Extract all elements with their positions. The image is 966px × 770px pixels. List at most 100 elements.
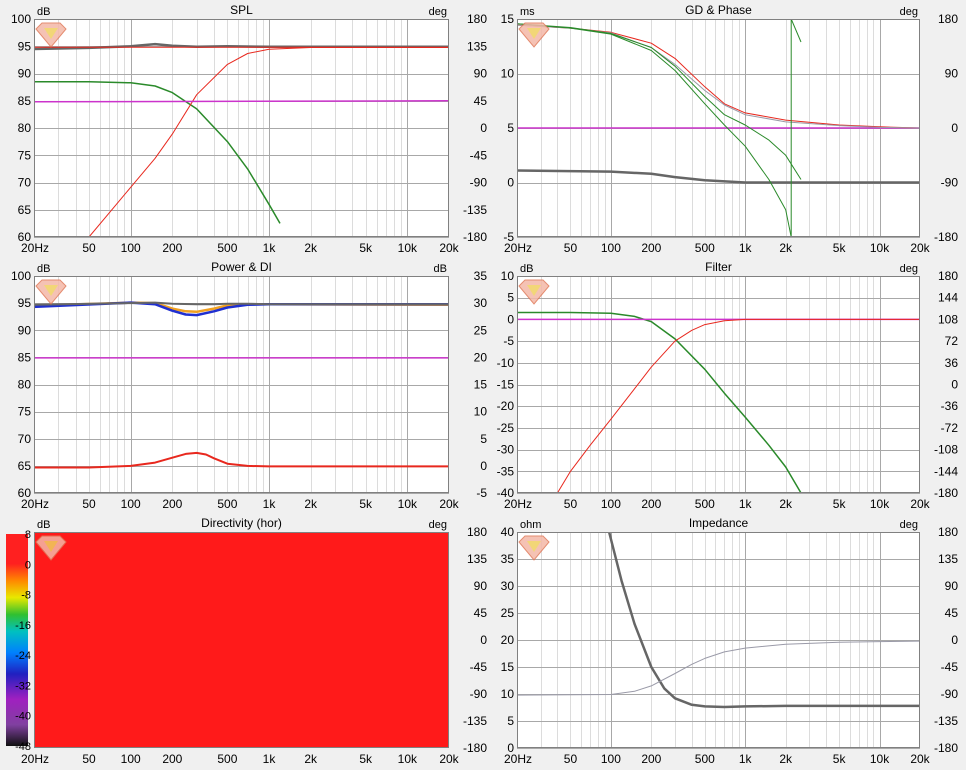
- left-axis-unit: dB: [37, 263, 50, 275]
- right-tick-label: -135: [934, 714, 958, 728]
- x-tick-label: 1k: [739, 752, 753, 766]
- x-tick-label: 20Hz: [21, 497, 49, 511]
- right-tick-label: 90: [474, 67, 488, 81]
- left-tick-label: 75: [18, 148, 32, 162]
- right-tick-label: -180: [934, 486, 958, 500]
- left-tick-label: 90: [18, 323, 32, 337]
- x-tick-label: 20k: [910, 241, 930, 255]
- left-axis-unit: ohm: [520, 519, 541, 531]
- major-grid-v: [611, 276, 881, 493]
- x-tick-label: 20Hz: [21, 241, 49, 255]
- x-tick-label: 5k: [359, 241, 373, 255]
- right-tick-label: 0: [480, 459, 487, 473]
- right-tick-label: 90: [474, 579, 488, 593]
- right-tick-label: 45: [945, 606, 959, 620]
- major-grid-v: [131, 276, 408, 493]
- x-tick-label: 500: [695, 241, 715, 255]
- logo-watermark: [518, 279, 550, 305]
- left-tick-label: 60: [18, 486, 32, 500]
- plot-area: [34, 276, 449, 493]
- right-tick-label: 20: [474, 350, 488, 364]
- x-tick-label: 1k: [263, 497, 277, 511]
- plot-border: [517, 276, 920, 493]
- series-line-2: [34, 301, 449, 306]
- x-tick-label: 100: [601, 241, 621, 255]
- x-tick-label: 200: [641, 241, 661, 255]
- left-tick-label: 70: [18, 176, 32, 190]
- x-tick-label: 1k: [739, 241, 753, 255]
- left-tick-label: 35: [501, 552, 515, 566]
- right-tick-label: 108: [938, 312, 958, 326]
- chart-title: Impedance: [689, 516, 749, 530]
- plot-border: [517, 532, 920, 748]
- right-tick-label: -144: [934, 464, 958, 478]
- left-tick-label: 60: [18, 230, 32, 244]
- chart-directivity: -48 -40 -32 -24 -16 -8 0 8 Directivity (hor) dB de…: [6, 516, 487, 766]
- logo-gem-inner: [44, 285, 58, 296]
- left-axis-unit: dB: [37, 519, 50, 531]
- x-tick-label: 100: [601, 752, 621, 766]
- major-grid-v: [611, 532, 881, 748]
- x-tick-label: 50: [564, 752, 578, 766]
- logo-gem-inner: [44, 28, 58, 39]
- left-tick-label: -20: [497, 399, 515, 413]
- left-tick-label: 5: [507, 121, 514, 135]
- chart-gd: GD & Phase ms deg -5 0 5 10 15 -180 -90 0 90 180 20Hz…: [501, 3, 959, 255]
- right-tick-label: 135: [467, 39, 487, 53]
- left-tick-label: 40: [501, 525, 515, 539]
- right-tick-label: -90: [941, 176, 959, 190]
- x-tick-label: 2k: [779, 497, 793, 511]
- left-tick-label: -10: [497, 356, 515, 370]
- left-tick-label: 25: [501, 606, 515, 620]
- right-tick-label: 0: [951, 121, 958, 135]
- x-tick-label: 10k: [870, 241, 890, 255]
- right-tick-label: 0: [951, 378, 958, 392]
- left-axis-unit: dB: [37, 6, 50, 18]
- series-group: [517, 311, 920, 493]
- right-tick-label: -180: [463, 230, 487, 244]
- x-tick-label: 200: [641, 497, 661, 511]
- right-tick-label: -135: [463, 714, 487, 728]
- right-tick-label: 0: [480, 121, 487, 135]
- left-axis-unit: dB: [520, 263, 533, 275]
- left-tick-label: -5: [503, 230, 514, 244]
- right-tick-label: -135: [463, 203, 487, 217]
- x-tick-label: 2k: [779, 241, 793, 255]
- right-axis-unit: deg: [900, 6, 918, 18]
- chart-filter: Filter dB deg -40 -35 -30 -25 -20 -15 -10 -5 0 5 10 -1…: [497, 260, 959, 511]
- logo-watermark: [35, 279, 67, 305]
- x-tick-label: 2k: [779, 752, 793, 766]
- series-group: [34, 301, 449, 469]
- x-tick-label: 500: [695, 752, 715, 766]
- left-tick-label: 95: [18, 39, 32, 53]
- right-tick-label: 25: [474, 323, 488, 337]
- left-tick-label: 65: [18, 459, 32, 473]
- right-tick-label: 72: [945, 334, 959, 348]
- left-tick-label: 80: [18, 378, 32, 392]
- colorbar-tick-label: -48: [15, 741, 31, 753]
- left-tick-label: 20: [501, 633, 515, 647]
- left-tick-label: 85: [18, 94, 32, 108]
- colorbar-tick-label: -32: [15, 680, 31, 692]
- x-tick-label: 500: [695, 497, 715, 511]
- right-tick-label: -180: [463, 741, 487, 755]
- x-tick-label: 10k: [398, 241, 418, 255]
- right-tick-label: 30: [474, 296, 488, 310]
- left-tick-label: -35: [497, 464, 515, 478]
- x-tick-label: 2k: [304, 241, 318, 255]
- right-tick-label: 0: [480, 633, 487, 647]
- right-tick-label: -45: [941, 660, 959, 674]
- right-tick-label: 180: [467, 12, 487, 26]
- x-tick-label: 2k: [304, 752, 318, 766]
- left-tick-label: 5: [507, 714, 514, 728]
- chart-title: SPL: [230, 3, 253, 17]
- x-tick-label: 500: [217, 241, 237, 255]
- left-tick-label: 100: [11, 12, 31, 26]
- series-line-1: [517, 640, 920, 696]
- right-tick-label: 180: [938, 269, 958, 283]
- right-tick-label: -90: [941, 687, 959, 701]
- x-tick-label: 20k: [910, 497, 930, 511]
- x-tick-label: 20k: [910, 752, 930, 766]
- series-line-0: [607, 532, 920, 709]
